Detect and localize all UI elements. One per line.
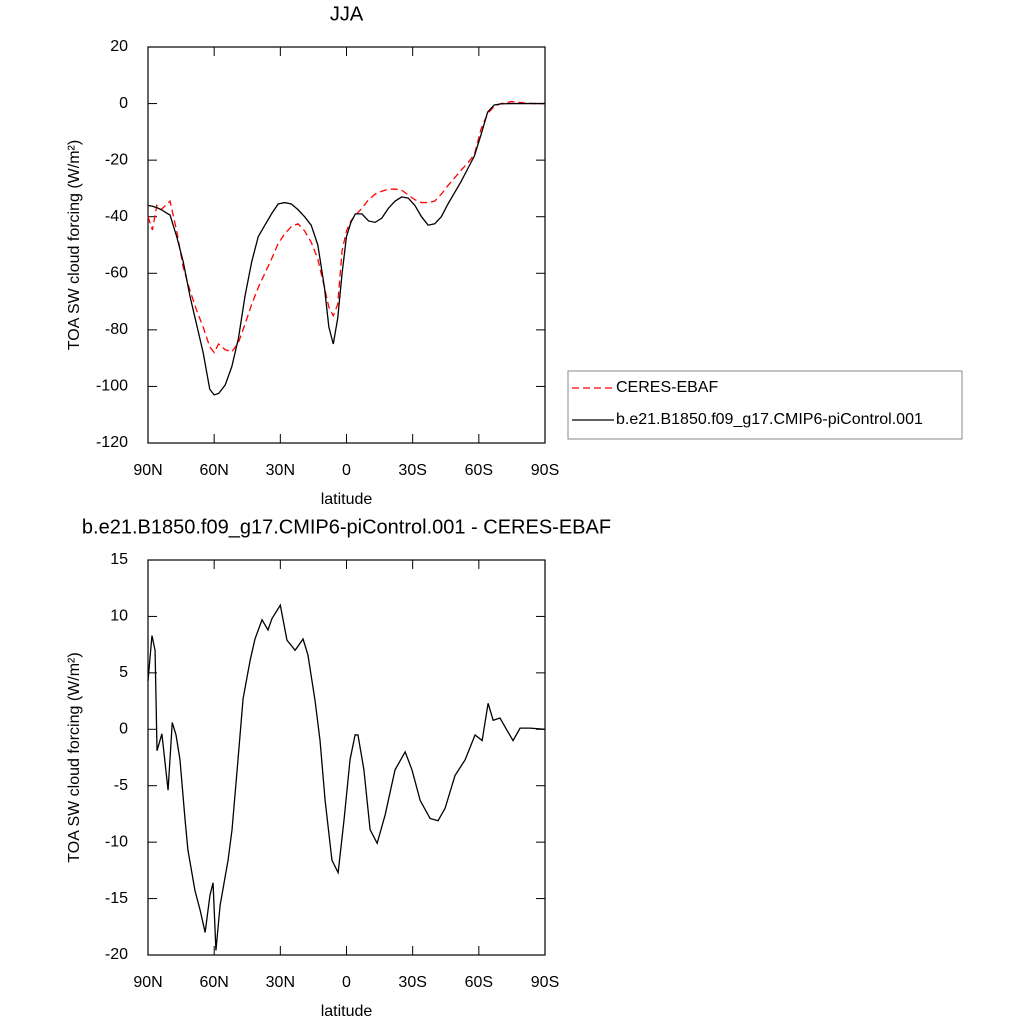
- y-tick-label: 0: [119, 721, 128, 738]
- legend-label: CERES-EBAF: [616, 379, 718, 396]
- chart-title: b.e21.B1850.f09_g17.CMIP6-piControl.001 …: [82, 516, 611, 538]
- y-tick-label: -40: [105, 208, 128, 225]
- legend: CERES-EBAF b.e21.B1850.f09_g17.CMIP6-piCo…: [567, 370, 963, 440]
- x-tick-label: 30S: [398, 974, 426, 991]
- y-tick-label: -100: [96, 378, 128, 395]
- x-axis-label: latitude: [321, 491, 373, 508]
- x-tick-label: 30S: [398, 462, 426, 479]
- data-line: [147, 603, 546, 951]
- y-tick-label: -120: [96, 434, 128, 451]
- y-tick-label: -20: [105, 946, 128, 963]
- x-tick-label: 60N: [199, 974, 228, 991]
- x-tick-label: 60S: [465, 462, 493, 479]
- y-axis-label: TOA SW cloud forcing (W/m²): [66, 140, 83, 350]
- x-axis-label: latitude: [321, 1003, 373, 1020]
- y-tick-label: 20: [110, 38, 128, 55]
- x-tick-label: 90S: [531, 462, 559, 479]
- x-tick-label: 60N: [199, 462, 228, 479]
- x-tick-label: 60S: [465, 974, 493, 991]
- y-tick-label: -80: [105, 321, 128, 338]
- x-tick-label: 90N: [133, 462, 162, 479]
- y-tick-label: 0: [119, 95, 128, 112]
- y-axis-label: TOA SW cloud forcing (W/m²): [66, 652, 83, 862]
- x-tick-label: 0: [342, 462, 351, 479]
- x-tick-label: 0: [342, 974, 351, 991]
- plot-frame: [147, 46, 546, 444]
- legend-label: b.e21.B1850.f09_g17.CMIP6-piControl.001: [616, 411, 923, 428]
- y-tick-label: -60: [105, 265, 128, 282]
- plot-frame: [147, 559, 546, 956]
- x-tick-label: 30N: [266, 462, 295, 479]
- chart-title: JJA: [330, 3, 364, 25]
- y-tick-label: -15: [105, 890, 128, 907]
- data-line: [147, 100, 545, 354]
- y-tick-label: -10: [105, 833, 128, 850]
- x-tick-label: 90N: [133, 974, 162, 991]
- data-line: [147, 102, 545, 396]
- y-tick-label: 5: [119, 664, 128, 681]
- y-tick-label: 15: [110, 551, 128, 568]
- y-tick-label: -20: [105, 151, 128, 168]
- y-tick-label: -5: [114, 777, 128, 794]
- x-tick-label: 30N: [266, 974, 295, 991]
- y-tick-label: 10: [110, 608, 128, 625]
- legend-box: [567, 370, 963, 440]
- x-tick-label: 90S: [531, 974, 559, 991]
